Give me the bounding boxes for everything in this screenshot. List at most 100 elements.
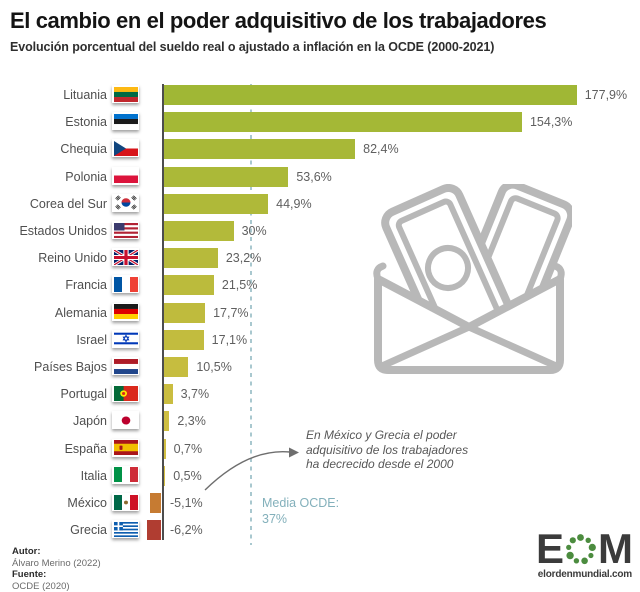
flag-icon-estonia xyxy=(112,112,139,131)
country-label: Alemania xyxy=(54,305,107,320)
value-label: 2,3% xyxy=(177,414,206,429)
value-label: 23,2% xyxy=(225,251,262,266)
value-label: 30% xyxy=(241,224,267,238)
chart-row-alemania: Alemania 17,7% xyxy=(0,302,640,323)
country-label: Grecia xyxy=(70,523,107,538)
flag-icon-corea-del-sur xyxy=(112,193,139,212)
chart-row-grecia: Grecia -6,2% xyxy=(0,520,640,541)
mean-ocde-label-text: Media OCDE: xyxy=(262,496,340,510)
flag-icon-portugal xyxy=(112,384,139,403)
value-label: 3,7% xyxy=(180,387,210,402)
mean-ocde-label-value: 37% xyxy=(262,512,288,526)
eom-website: elordenmundial.com xyxy=(537,569,632,580)
value-label: 17,7% xyxy=(213,305,249,320)
mean-ocde-dashed-line xyxy=(250,84,252,545)
chart-row-espana: España 0,7% xyxy=(0,438,640,459)
bar-estonia xyxy=(164,112,522,133)
value-label: 44,9% xyxy=(276,196,312,211)
eom-logo-o-dots-icon xyxy=(566,533,596,564)
country-label: Estados Unidos xyxy=(19,224,107,238)
chart-row-reino-unido: Reino Unido 23,2% xyxy=(0,248,640,269)
chart-row-japon: Japón 2,3% xyxy=(0,411,640,432)
bar-francia xyxy=(164,275,214,296)
bar-grecia xyxy=(147,520,162,541)
eom-logo-letter-e: E xyxy=(535,525,564,572)
annotation-line: En México y Grecia el poder xyxy=(306,428,457,442)
author-label: Autor: xyxy=(12,546,41,557)
annotation-line: ha decrecido desde el 2000 xyxy=(306,457,454,471)
bar-italia xyxy=(164,465,166,486)
eom-logo-letter-m: M xyxy=(598,525,633,572)
page-title: El cambio en el poder adquisitivo de los… xyxy=(10,8,547,33)
bar-estados-unidos xyxy=(164,221,234,241)
country-label: Japón xyxy=(72,414,107,429)
source-value: OCDE (2020) xyxy=(12,580,70,592)
mean-ocde-label: Media OCDE: 37% xyxy=(262,495,339,527)
chart-row-chequia: Chequia 82,4% xyxy=(0,139,640,160)
country-label: Estonia xyxy=(65,115,107,130)
flag-icon-italia xyxy=(112,465,139,484)
bar-paises-bajos xyxy=(164,357,189,377)
chart-row-lituania: Lituania 177,9% xyxy=(0,85,640,105)
flag-icon-espana xyxy=(112,438,139,457)
flag-icon-lituania xyxy=(112,85,139,103)
country-label: Italia xyxy=(80,468,107,483)
bar-espana xyxy=(164,438,166,459)
flag-icon-alemania xyxy=(112,302,139,321)
country-label: Países Bajos xyxy=(34,360,107,374)
country-label: Corea del Sur xyxy=(29,196,107,211)
chart-row-estonia: Estonia 154,3% xyxy=(0,112,640,133)
flag-icon-reino-unido xyxy=(112,248,139,267)
annotation-text: En México y Grecia el poder adquisitivo … xyxy=(306,428,516,472)
country-label: México xyxy=(67,496,107,510)
axis-line xyxy=(161,84,164,540)
annotation-line: adquisitivo de los trabajadores xyxy=(306,442,469,457)
bar-japon xyxy=(164,411,170,432)
page-subtitle: Evolución porcentual del sueldo real o a… xyxy=(10,40,495,54)
source-label: Fuente: xyxy=(12,569,47,580)
eom-logo: E M elordenmundial.com xyxy=(532,525,633,581)
credits: Autor: Álvaro Merino (2022) Fuente: OCDE… xyxy=(12,546,101,592)
flag-icon-grecia xyxy=(112,520,139,539)
value-label: 177,9% xyxy=(584,88,628,102)
value-label: 17,1% xyxy=(211,332,248,347)
flag-icon-japon xyxy=(112,411,139,430)
country-label: Chequia xyxy=(60,142,107,157)
author-value: Álvaro Merino (2022) xyxy=(12,557,101,569)
value-label: 21,5% xyxy=(221,278,258,293)
country-label: Polonia xyxy=(65,169,107,184)
bar-portugal xyxy=(164,384,173,405)
bar-polonia xyxy=(164,166,289,187)
flag-icon-paises-bajos xyxy=(112,357,139,375)
chart-row-corea-del-sur: Corea del Sur 44,9% xyxy=(0,193,640,214)
chart-row-italia: Italia 0,5% xyxy=(0,465,640,486)
chart-row-portugal: Portugal 3,7% xyxy=(0,384,640,405)
chart-row-israel: Israel 17,1% xyxy=(0,329,640,350)
flag-icon-chequia xyxy=(112,139,139,158)
value-label: 0,5% xyxy=(173,468,202,483)
bar-alemania xyxy=(164,302,206,323)
country-label: Lituania xyxy=(63,88,107,102)
bar-israel xyxy=(164,329,204,350)
bar-mexico xyxy=(149,493,162,513)
chart-row-mexico: México -5,1% xyxy=(0,493,640,513)
chart-row-polonia: Polonia 53,6% xyxy=(0,166,640,187)
chart-row-paises-bajos: Países Bajos 10,5% xyxy=(0,357,640,377)
country-label: Portugal xyxy=(60,387,107,402)
value-label: -6,2% xyxy=(170,523,203,538)
country-label: Reino Unido xyxy=(38,251,107,266)
value-label: 53,6% xyxy=(296,169,332,184)
bar-chequia xyxy=(164,139,356,160)
bar-reino-unido xyxy=(164,248,218,269)
value-label: 154,3% xyxy=(529,115,573,130)
country-label: Francia xyxy=(65,278,107,293)
envelope-money-icon xyxy=(373,184,572,374)
value-label: 0,7% xyxy=(173,441,203,456)
flag-icon-estados-unidos xyxy=(112,221,139,239)
country-label: Israel xyxy=(76,332,107,347)
bar-lituania xyxy=(164,85,577,105)
chart-row-estados-unidos: Estados Unidos 30% xyxy=(0,221,640,241)
value-label: 82,4% xyxy=(363,142,399,157)
flag-icon-polonia xyxy=(112,166,139,185)
